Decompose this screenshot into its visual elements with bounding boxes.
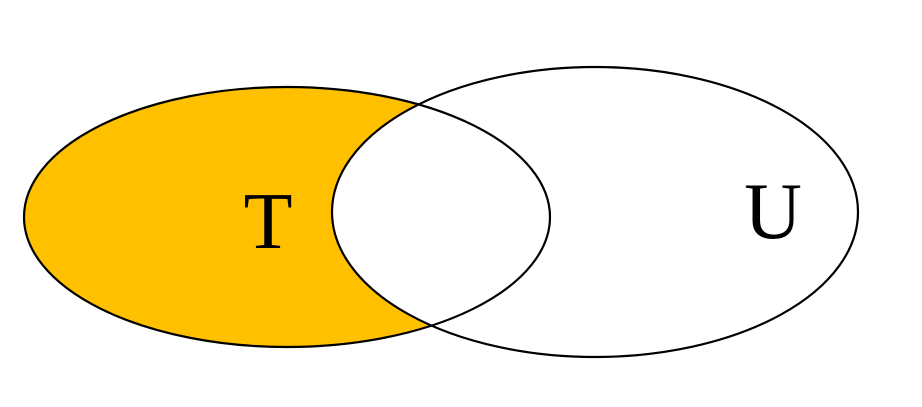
- set-u-outline: [330, 65, 860, 359]
- set-t-label: T: [244, 178, 293, 266]
- intersection-region: [332, 87, 550, 347]
- set-t-outline: [22, 85, 552, 349]
- set-u-label: U: [744, 168, 802, 256]
